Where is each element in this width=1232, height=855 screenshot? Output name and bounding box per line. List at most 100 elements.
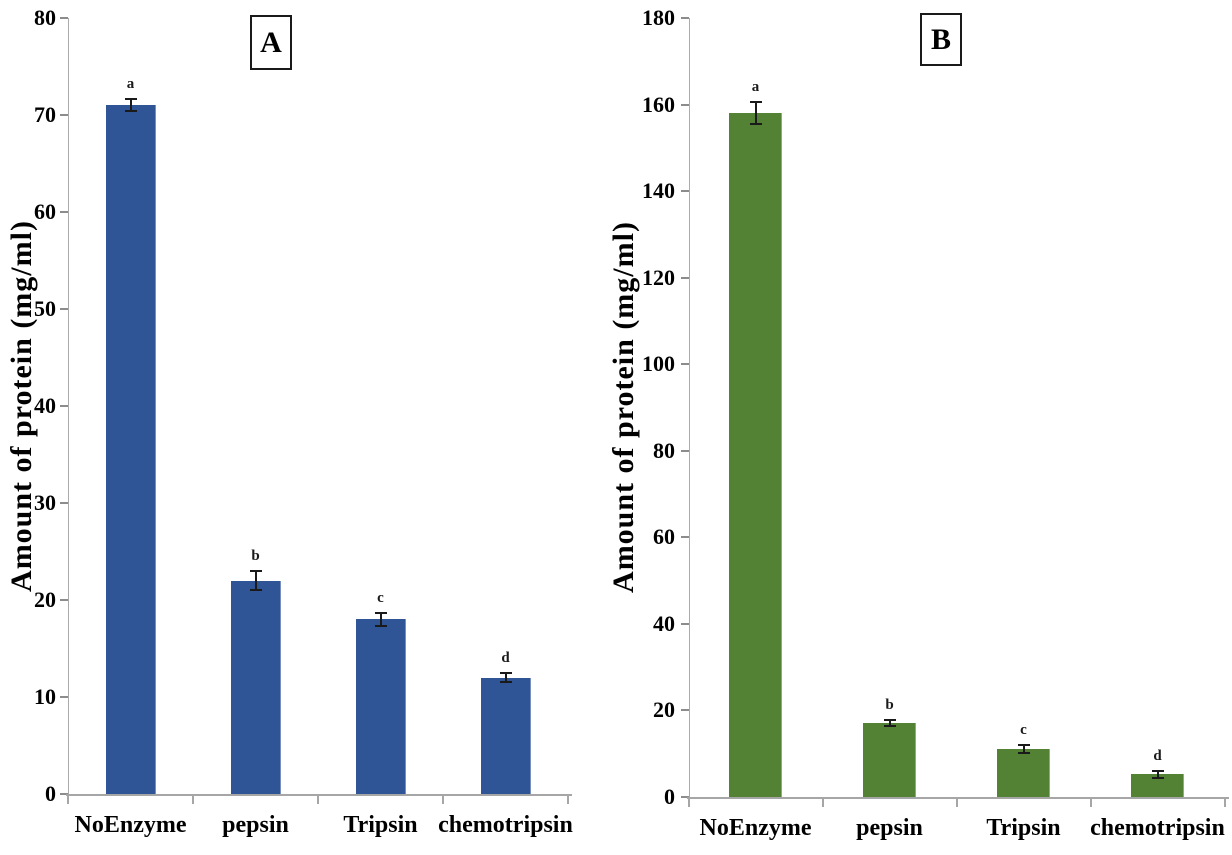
significance-letter: b xyxy=(251,547,260,564)
y-axis-tick xyxy=(680,276,689,279)
y-axis-title-panel-b: Amount of protein (mg/ml) xyxy=(607,221,640,593)
error-bar-line xyxy=(504,672,507,683)
x-axis-line xyxy=(66,794,572,796)
y-axis-line xyxy=(688,18,690,799)
y-axis-tick xyxy=(60,599,68,601)
y-axis-tick-label: 140 xyxy=(642,178,675,204)
y-axis-tick xyxy=(680,363,689,366)
error-bar-cap-bottom xyxy=(499,681,512,684)
y-axis-tick xyxy=(680,709,689,712)
y-axis-tick-label: 20 xyxy=(34,587,56,612)
significance-letter: a xyxy=(126,76,135,93)
y-axis-tick-label: 30 xyxy=(34,490,56,515)
y-axis-tick xyxy=(680,622,689,625)
y-axis-tick xyxy=(60,405,68,407)
error-bar-line xyxy=(379,612,382,627)
significance-letter: d xyxy=(1153,748,1162,765)
y-axis-tick-label: 0 xyxy=(45,781,56,806)
x-axis-tick xyxy=(67,796,69,804)
bar-chemotripsin xyxy=(1131,774,1184,797)
y-axis-tick xyxy=(60,696,68,698)
y-axis-tick-label: 20 xyxy=(653,697,675,723)
bar-tripsin xyxy=(355,619,406,794)
bar-noenzyme xyxy=(729,113,782,797)
y-axis-tick xyxy=(60,308,68,310)
x-axis-tick xyxy=(1223,799,1226,807)
x-axis-tick xyxy=(955,799,958,807)
x-axis-category-label: NoEnzyme xyxy=(699,815,812,841)
y-axis-tick-label: 0 xyxy=(664,784,675,809)
x-axis-tick xyxy=(567,796,569,804)
error-bar-cap-bottom xyxy=(1151,776,1164,779)
error-bar-line xyxy=(1156,771,1159,778)
bar-noenzyme xyxy=(105,105,156,794)
error-bar-cap-top xyxy=(749,101,762,104)
bar-pepsin xyxy=(863,723,916,797)
x-axis-tick xyxy=(1089,799,1092,807)
y-axis-tick xyxy=(60,211,68,213)
x-axis-tick xyxy=(317,796,319,804)
y-axis-tick-label: 50 xyxy=(34,296,56,321)
bar-pepsin xyxy=(230,580,281,794)
y-axis-tick-label: 180 xyxy=(642,5,675,30)
significance-letter: c xyxy=(377,589,384,606)
error-bar-cap-bottom xyxy=(883,725,896,728)
y-axis-tick xyxy=(680,190,689,193)
error-bar-cap-bottom xyxy=(374,625,387,628)
error-bar-cap-bottom xyxy=(1017,752,1030,755)
y-axis-tick-label: 160 xyxy=(642,91,675,117)
y-axis-tick-label: 40 xyxy=(653,610,675,636)
x-axis-line xyxy=(686,797,1229,799)
error-bar-cap-top xyxy=(883,719,896,722)
error-bar-cap-bottom xyxy=(749,123,762,126)
error-bar-cap-top xyxy=(1151,770,1164,773)
error-bar-cap-top xyxy=(124,98,137,101)
y-axis-tick-label: 120 xyxy=(642,264,675,290)
y-axis-tick xyxy=(680,796,689,798)
y-axis-tick-label: 100 xyxy=(642,351,675,377)
significance-letter: b xyxy=(885,697,894,714)
y-axis-tick-label: 10 xyxy=(34,684,56,709)
error-bar-cap-top xyxy=(1017,744,1030,747)
error-bar-cap-top xyxy=(499,671,512,674)
bar-tripsin xyxy=(997,749,1050,797)
y-axis-tick-label: 70 xyxy=(34,102,56,127)
error-bar-cap-bottom xyxy=(124,110,137,113)
x-axis-tick xyxy=(192,796,194,804)
x-axis-category-label: NoEnzyme xyxy=(74,812,187,838)
x-axis-tick xyxy=(821,799,824,807)
x-axis-category-label: pepsin xyxy=(222,812,289,838)
y-axis-tick xyxy=(680,17,689,19)
error-bar-line xyxy=(754,102,757,125)
panel-label-b: B xyxy=(930,22,951,56)
x-axis-category-label: chemotripsin xyxy=(438,812,573,838)
y-axis-tick xyxy=(60,17,68,19)
error-bar-line xyxy=(1022,745,1025,754)
x-axis-category-label: Tripsin xyxy=(343,812,418,838)
y-axis-line xyxy=(68,18,69,796)
significance-letter: a xyxy=(751,79,760,96)
x-axis-tick xyxy=(442,796,444,804)
x-axis-category-label: pepsin xyxy=(856,815,923,841)
y-axis-tick xyxy=(60,114,68,116)
y-axis-tick-label: 60 xyxy=(34,199,56,224)
y-axis-tick xyxy=(60,793,68,795)
error-bar-line xyxy=(129,99,132,112)
y-axis-tick xyxy=(680,103,689,106)
error-bar-line xyxy=(254,570,257,591)
y-axis-tick-label: 60 xyxy=(653,524,675,550)
error-bar-cap-top xyxy=(374,611,387,614)
y-axis-tick xyxy=(680,536,689,539)
bar-chemotripsin xyxy=(480,677,531,794)
error-bar-cap-bottom xyxy=(249,589,262,592)
x-axis-category-label: chemotripsin xyxy=(1090,815,1225,841)
y-axis-tick xyxy=(60,502,68,504)
x-axis-category-label: Tripsin xyxy=(986,815,1061,841)
panel-label-a: A xyxy=(260,25,282,59)
panel-label-box-a: A xyxy=(250,15,292,70)
significance-letter: d xyxy=(501,649,510,666)
x-axis-tick xyxy=(687,799,690,807)
y-axis-tick-label: 40 xyxy=(34,393,56,418)
error-bar-line xyxy=(888,720,891,727)
